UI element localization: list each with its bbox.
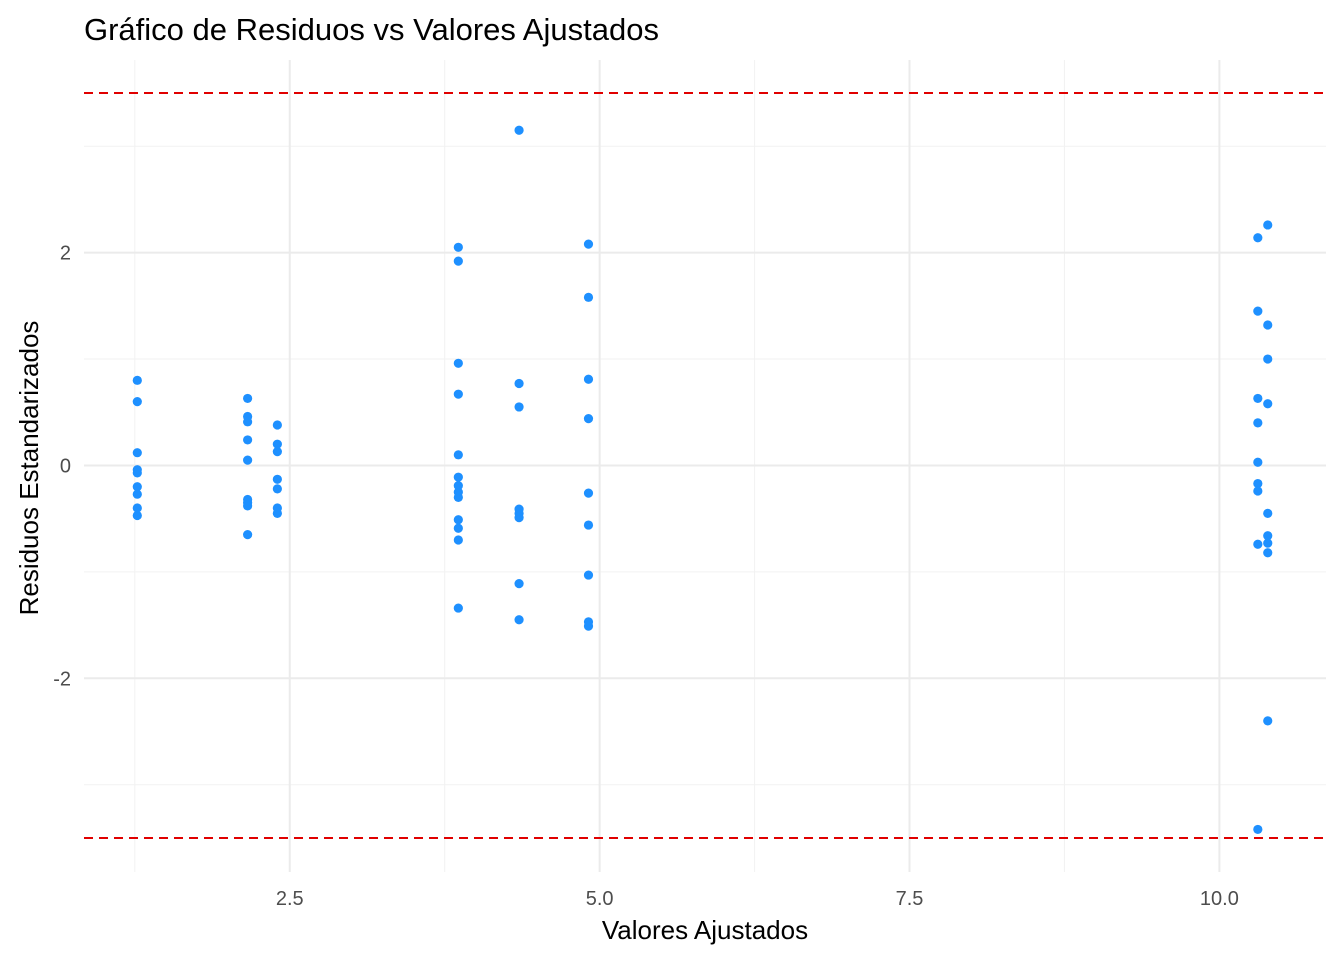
data-point (514, 513, 524, 523)
data-point (1253, 457, 1263, 467)
x-tick-label: 5.0 (586, 888, 614, 910)
data-point (453, 358, 463, 368)
data-point (1263, 508, 1273, 518)
data-point (1253, 824, 1263, 835)
data-point (453, 492, 463, 502)
data-point (453, 389, 463, 399)
data-point (583, 239, 594, 249)
x-tick-label: 7.5 (896, 888, 924, 910)
y-tick-label: 0 (60, 455, 71, 477)
chart-title: Gráfico de Residuos vs Valores Ajustados (84, 12, 659, 47)
data-point (453, 481, 463, 491)
data-point (453, 450, 463, 460)
data-point (514, 578, 524, 589)
data-point (453, 603, 463, 613)
data-point (132, 468, 142, 478)
reference-lines (84, 91, 1326, 839)
data-point (272, 447, 282, 457)
y-axis-tick-labels: -2 0 2 (53, 243, 71, 691)
data-point (1263, 320, 1273, 330)
data-point (132, 397, 142, 407)
data-point (243, 417, 253, 427)
data-point (132, 489, 142, 499)
y-axis-title: Residuos Estandarizados (14, 321, 44, 616)
data-point (1253, 486, 1263, 496)
data-point (453, 472, 463, 482)
data-point (132, 510, 142, 521)
data-point (1253, 306, 1263, 316)
data-point (132, 375, 142, 385)
data-points (132, 125, 1273, 835)
data-point (1263, 531, 1273, 541)
data-point (1263, 354, 1273, 364)
data-point (1253, 418, 1263, 428)
data-point (583, 374, 594, 384)
data-point (272, 474, 282, 484)
data-point (514, 615, 524, 625)
data-point (583, 621, 594, 631)
grid-lines (84, 60, 1326, 872)
y-tick-label: -2 (53, 668, 71, 690)
data-point (243, 393, 253, 404)
data-point (132, 448, 142, 458)
data-point (1253, 539, 1263, 549)
data-point (583, 292, 594, 302)
data-point (1263, 548, 1273, 558)
data-point (272, 508, 282, 518)
data-point (453, 256, 463, 266)
data-point (1263, 220, 1273, 230)
data-point (1263, 399, 1273, 409)
x-axis-title: Valores Ajustados (602, 915, 808, 945)
data-point (453, 523, 463, 533)
data-point (1253, 393, 1263, 404)
data-point (583, 488, 594, 498)
data-point (514, 378, 524, 389)
data-point (1263, 538, 1273, 548)
data-point (453, 242, 463, 252)
data-point (583, 414, 594, 424)
data-point (272, 439, 282, 449)
data-point (453, 535, 463, 545)
data-point (132, 482, 142, 492)
x-tick-label: 2.5 (276, 888, 304, 910)
data-point (243, 530, 253, 540)
data-point (243, 435, 253, 445)
data-point (272, 484, 282, 494)
data-point (1263, 716, 1273, 726)
x-axis-tick-labels: 2.5 5.0 7.5 10.0 (276, 888, 1239, 910)
data-point (514, 125, 524, 135)
data-point (243, 501, 253, 511)
data-point (1253, 478, 1263, 489)
data-point (583, 520, 594, 530)
data-point (583, 570, 594, 580)
data-point (1253, 233, 1263, 243)
x-tick-label: 10.0 (1200, 888, 1239, 910)
data-point (453, 515, 463, 525)
data-point (243, 455, 253, 465)
data-point (132, 503, 142, 513)
data-point (514, 402, 524, 412)
data-point (272, 420, 282, 430)
y-tick-label: 2 (60, 243, 71, 265)
